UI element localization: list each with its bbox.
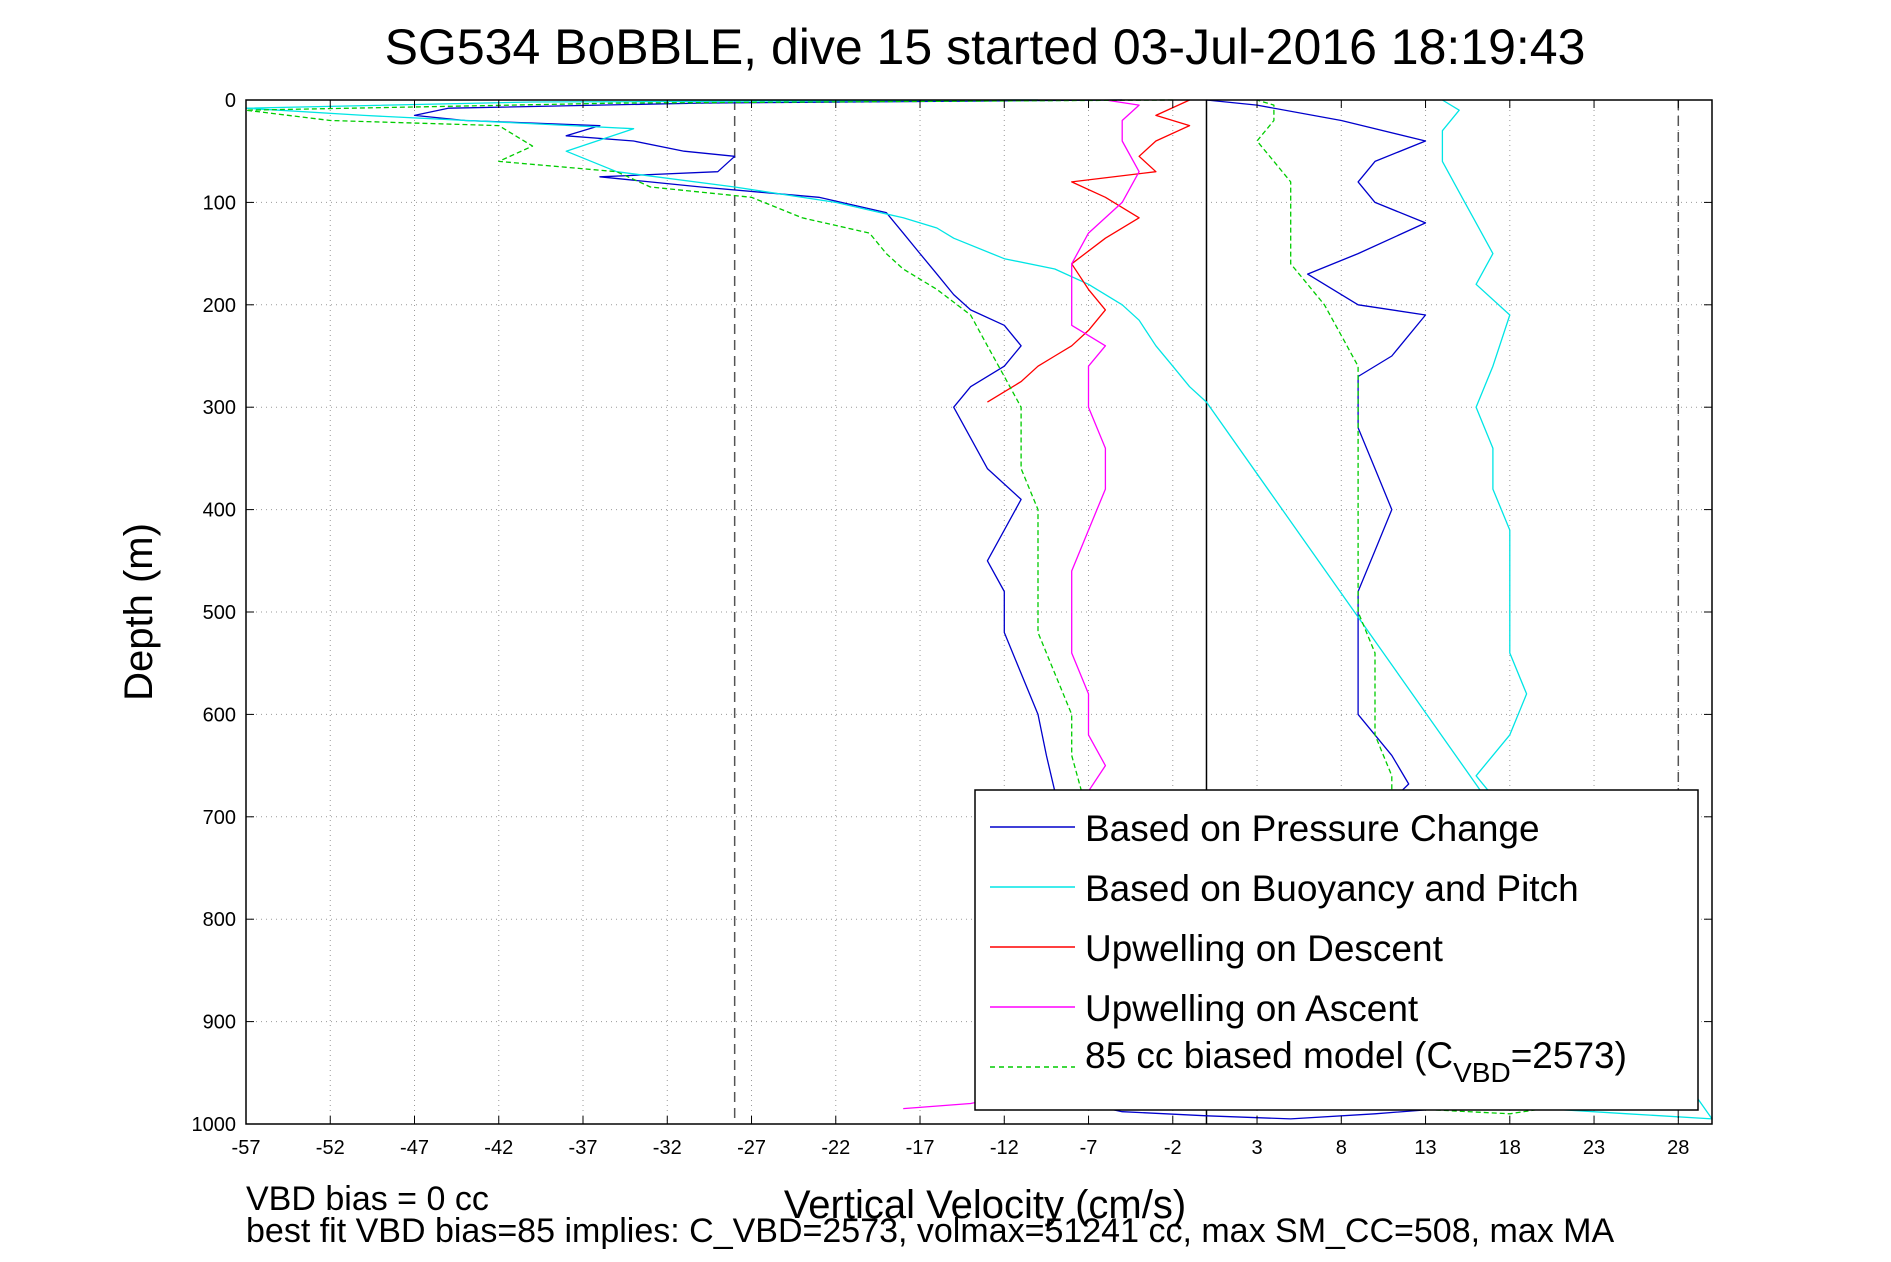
legend-entry-ascent: Upwelling on Ascent: [990, 988, 1419, 1029]
legend: Based on Pressure Change Based on Buoyan…: [974, 789, 1699, 1111]
legend-label-buoyancy: Based on Buoyancy and Pitch: [1085, 868, 1579, 909]
legend-label-pressure: Based on Pressure Change: [1085, 808, 1540, 849]
legend-entry-pressure: Based on Pressure Change: [990, 808, 1540, 849]
footer-line-1: VBD bias = 0 cc: [246, 1180, 489, 1218]
x-tick-label: -2: [1164, 1137, 1182, 1159]
x-tick-label: 8: [1336, 1137, 1347, 1159]
x-tick-label: -12: [990, 1137, 1019, 1159]
y-axis-title: Depth (m): [117, 523, 161, 701]
x-tick-label: 13: [1414, 1137, 1436, 1159]
y-tick-label: 100: [203, 192, 236, 214]
legend-label-model-sub: VBD: [1453, 1057, 1511, 1088]
x-tick-label: -37: [569, 1137, 598, 1159]
footer-line-2: best fit VBD bias=85 implies: C_VBD=2573…: [246, 1212, 1615, 1250]
legend-entry-buoyancy: Based on Buoyancy and Pitch: [990, 868, 1579, 909]
legend-box: [974, 789, 1699, 1111]
x-tick-label: -47: [400, 1137, 429, 1159]
series-line-2: [987, 99, 1191, 403]
legend-entry-descent: Upwelling on Descent: [990, 928, 1444, 969]
y-tick-label: 600: [203, 704, 236, 726]
x-tick-label: -7: [1080, 1137, 1098, 1159]
y-tick-label: 1000: [192, 1114, 237, 1136]
x-tick-label: -27: [737, 1137, 766, 1159]
x-tick-label: -22: [821, 1137, 850, 1159]
x-tick-label: -32: [653, 1137, 682, 1159]
legend-label-ascent: Upwelling on Ascent: [1085, 988, 1419, 1029]
legend-label-descent: Upwelling on Descent: [1085, 928, 1444, 969]
y-tick-label: 800: [203, 909, 236, 931]
x-axis-title: Vertical Velocity (cm/s): [784, 1183, 1186, 1227]
x-tick-label: -52: [316, 1137, 345, 1159]
x-tick-label: 18: [1499, 1137, 1521, 1159]
x-tick-label: 3: [1251, 1137, 1262, 1159]
y-tick-label: 500: [203, 602, 236, 624]
x-tick-label: 28: [1667, 1137, 1689, 1159]
y-axis-ticks: 0 100 200 300 400 500 600 700 800 900 1000: [192, 90, 1712, 1136]
y-tick-label: 200: [203, 295, 236, 317]
legend-label-model-tail: =2573): [1511, 1035, 1627, 1076]
y-tick-label: 300: [203, 397, 236, 419]
x-axis-ticks: -57 -52 -47 -42 -37 -32 -27 -22 -17 -12 -7 -2 3 8 13 18…: [232, 100, 1689, 1159]
chart-title: SG534 BoBBLE, dive 15 started 03-Jul-201…: [385, 19, 1586, 75]
y-tick-label: 700: [203, 807, 236, 829]
x-tick-label: -17: [906, 1137, 935, 1159]
legend-label-model-main: 85 cc biased model (C: [1085, 1035, 1453, 1076]
x-tick-label: -57: [232, 1137, 261, 1159]
legend-entry-model: 85 cc biased model (CVBD=2573): [990, 1035, 1627, 1088]
legend-label-model: 85 cc biased model (CVBD=2573): [1085, 1035, 1627, 1088]
x-tick-label: -42: [484, 1137, 513, 1159]
y-tick-label: 900: [203, 1012, 236, 1034]
y-tick-label: 0: [225, 90, 236, 112]
y-tick-label: 400: [203, 500, 236, 522]
x-tick-label: 23: [1583, 1137, 1605, 1159]
